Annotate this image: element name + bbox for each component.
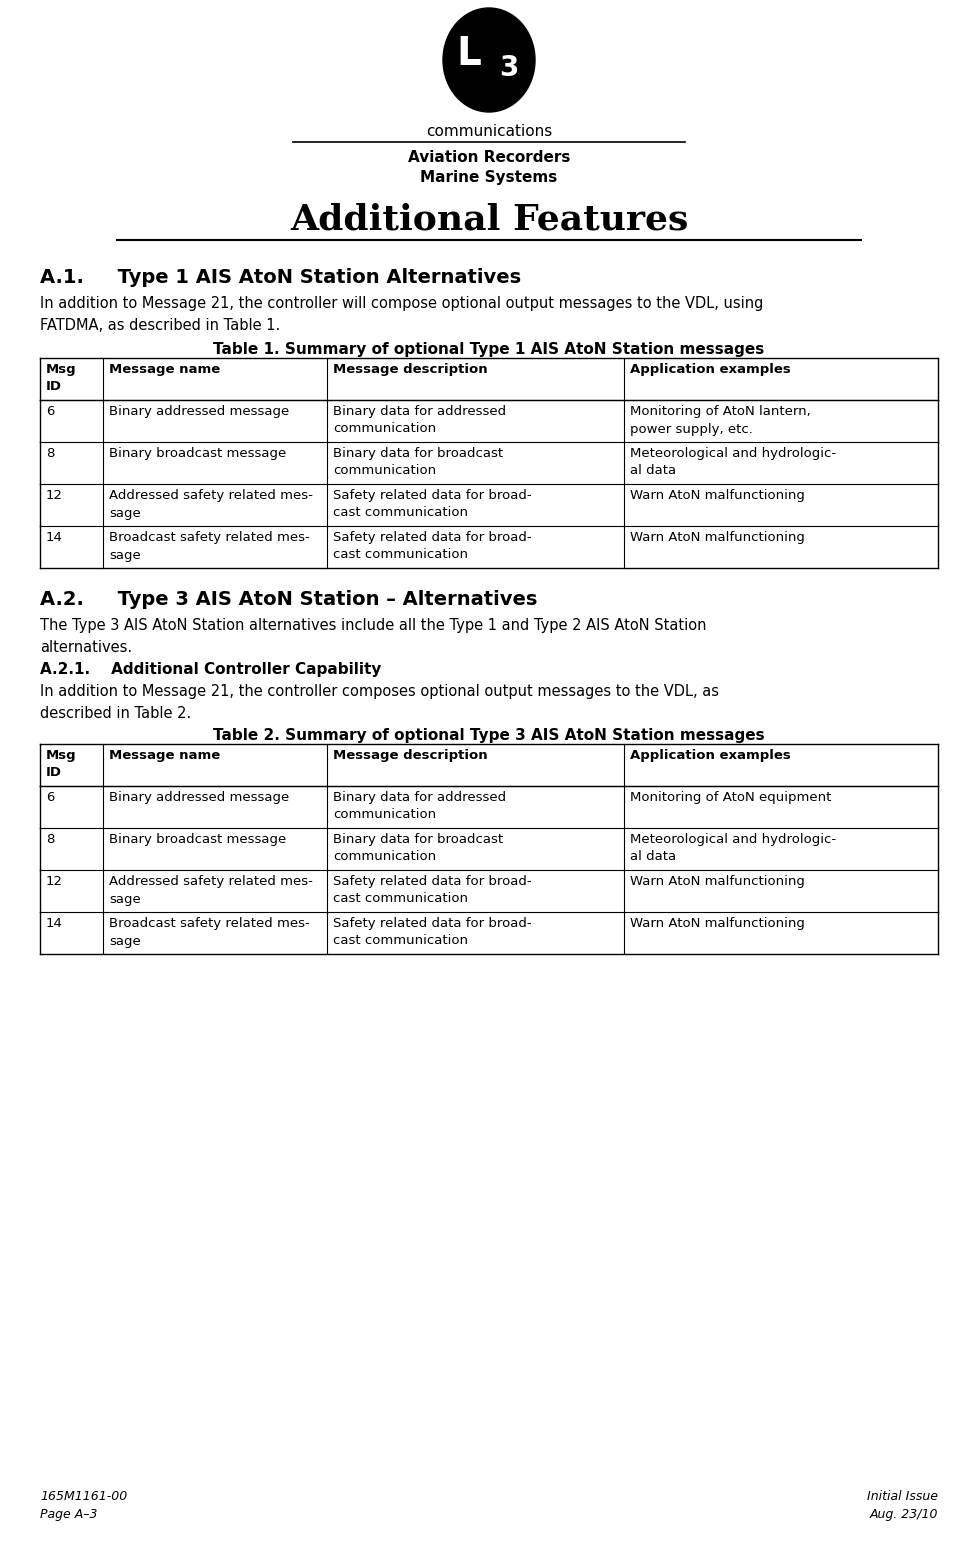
Text: Safety related data for broad-
cast communication: Safety related data for broad- cast comm… (333, 488, 531, 519)
Text: Page A–3: Page A–3 (40, 1508, 98, 1521)
Text: Monitoring of AtoN equipment: Monitoring of AtoN equipment (629, 790, 830, 804)
Text: Warn AtoN malfunctioning: Warn AtoN malfunctioning (629, 488, 804, 502)
Text: Message name: Message name (108, 363, 220, 377)
Text: 14: 14 (46, 532, 63, 544)
Text: Binary data for addressed
communication: Binary data for addressed communication (333, 790, 506, 822)
Text: 6: 6 (46, 405, 55, 418)
Text: Binary data for broadcast
communication: Binary data for broadcast communication (333, 832, 503, 863)
Text: Table 1. Summary of optional Type 1 AIS AtoN Station messages: Table 1. Summary of optional Type 1 AIS … (213, 343, 764, 356)
Text: A.2.     Type 3 AIS AtoN Station – Alternatives: A.2. Type 3 AIS AtoN Station – Alternati… (40, 591, 536, 609)
Text: Broadcast safety related mes-
sage: Broadcast safety related mes- sage (108, 532, 310, 561)
Text: Safety related data for broad-
cast communication: Safety related data for broad- cast comm… (333, 532, 531, 561)
Text: In addition to Message 21, the controller will compose optional output messages : In addition to Message 21, the controlle… (40, 296, 763, 333)
Ellipse shape (443, 8, 534, 112)
Text: 6: 6 (46, 790, 55, 804)
Text: Message description: Message description (333, 363, 488, 377)
Text: Table 2. Summary of optional Type 3 AIS AtoN Station messages: Table 2. Summary of optional Type 3 AIS … (213, 728, 764, 742)
Text: Binary data for addressed
communication: Binary data for addressed communication (333, 405, 506, 436)
Text: Additional Features: Additional Features (289, 202, 688, 236)
Text: 165M1161-00: 165M1161-00 (40, 1490, 127, 1504)
Text: Safety related data for broad-
cast communication: Safety related data for broad- cast comm… (333, 918, 531, 947)
Text: Addressed safety related mes-
sage: Addressed safety related mes- sage (108, 488, 313, 519)
Text: Message description: Message description (333, 749, 488, 763)
Text: In addition to Message 21, the controller composes optional output messages to t: In addition to Message 21, the controlle… (40, 684, 718, 721)
Text: 8: 8 (46, 832, 55, 846)
Text: Binary addressed message: Binary addressed message (108, 405, 289, 418)
Text: Safety related data for broad-
cast communication: Safety related data for broad- cast comm… (333, 876, 531, 905)
Text: Application examples: Application examples (629, 749, 789, 763)
Text: Msg
ID: Msg ID (46, 363, 76, 394)
Text: A.1.     Type 1 AIS AtoN Station Alternatives: A.1. Type 1 AIS AtoN Station Alternative… (40, 268, 521, 287)
Text: Binary broadcast message: Binary broadcast message (108, 446, 286, 460)
Text: Warn AtoN malfunctioning: Warn AtoN malfunctioning (629, 876, 804, 888)
Text: Aviation Recorders: Aviation Recorders (407, 150, 570, 164)
Text: Broadcast safety related mes-
sage: Broadcast safety related mes- sage (108, 918, 310, 947)
Text: Binary data for broadcast
communication: Binary data for broadcast communication (333, 446, 503, 477)
Text: Warn AtoN malfunctioning: Warn AtoN malfunctioning (629, 532, 804, 544)
Text: Marine Systems: Marine Systems (420, 170, 557, 184)
Text: Monitoring of AtoN lantern,
power supply, etc.: Monitoring of AtoN lantern, power supply… (629, 405, 810, 436)
Text: 3: 3 (498, 54, 518, 82)
Text: Addressed safety related mes-
sage: Addressed safety related mes- sage (108, 876, 313, 905)
Text: 12: 12 (46, 488, 63, 502)
Text: communications: communications (425, 124, 552, 140)
Text: Meteorological and hydrologic-
al data: Meteorological and hydrologic- al data (629, 832, 835, 863)
Text: Binary addressed message: Binary addressed message (108, 790, 289, 804)
Text: A.2.1.    Additional Controller Capability: A.2.1. Additional Controller Capability (40, 662, 381, 677)
Text: Application examples: Application examples (629, 363, 789, 377)
Text: 12: 12 (46, 876, 63, 888)
Text: Warn AtoN malfunctioning: Warn AtoN malfunctioning (629, 918, 804, 930)
Text: Binary broadcast message: Binary broadcast message (108, 832, 286, 846)
Text: 8: 8 (46, 446, 55, 460)
Text: Msg
ID: Msg ID (46, 749, 76, 780)
Text: L: L (455, 36, 481, 73)
Text: 14: 14 (46, 918, 63, 930)
Text: Aug. 23/10: Aug. 23/10 (869, 1508, 937, 1521)
Text: Initial Issue: Initial Issue (867, 1490, 937, 1504)
Text: Message name: Message name (108, 749, 220, 763)
Text: Meteorological and hydrologic-
al data: Meteorological and hydrologic- al data (629, 446, 835, 477)
Text: The Type 3 AIS AtoN Station alternatives include all the Type 1 and Type 2 AIS A: The Type 3 AIS AtoN Station alternatives… (40, 618, 705, 654)
